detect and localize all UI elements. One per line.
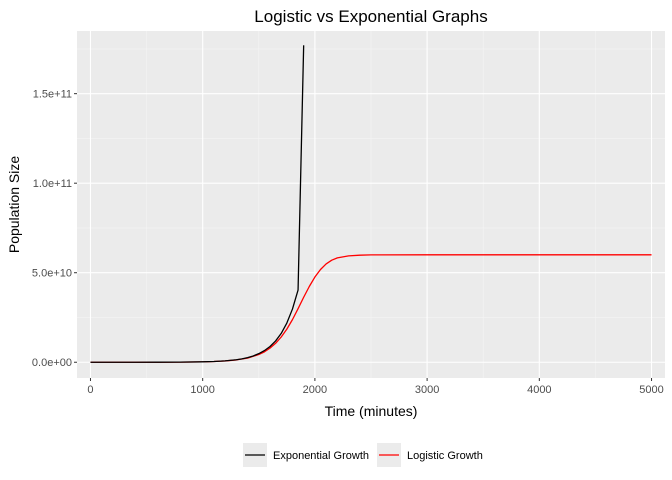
y-axis: 0.0e+00 5.0e+10 1.0e+11 1.5e+11 bbox=[32, 89, 77, 369]
x-tick-label: 0 bbox=[87, 384, 93, 396]
y-axis-title: Population Size bbox=[6, 156, 22, 254]
legend-item-logistic-growth: Logistic Growth bbox=[377, 443, 483, 467]
x-tick-label: 5000 bbox=[639, 384, 663, 396]
y-tick-label: 1.0e+11 bbox=[33, 178, 72, 190]
x-tick-label: 3000 bbox=[415, 384, 439, 396]
series-layer bbox=[90, 45, 652, 363]
x-axis-title: Time (minutes) bbox=[325, 403, 418, 419]
exponential-growth-line bbox=[90, 45, 305, 363]
legend-label: Logistic Growth bbox=[407, 450, 483, 462]
x-axis: 0 1000 2000 3000 4000 5000 bbox=[87, 378, 664, 396]
chart-title: Logistic vs Exponential Graphs bbox=[254, 7, 487, 26]
minor-gridlines bbox=[77, 31, 665, 378]
legend-item-exponential-growth: Exponential Growth bbox=[243, 443, 369, 467]
legend: Exponential Growth Logistic Growth bbox=[243, 443, 483, 467]
y-tick-label: 0.0e+00 bbox=[32, 357, 72, 369]
x-tick-label: 4000 bbox=[527, 384, 551, 396]
x-tick-label: 2000 bbox=[303, 384, 327, 396]
legend-label: Exponential Growth bbox=[273, 450, 369, 462]
y-tick-label: 5.0e+10 bbox=[32, 268, 72, 280]
y-tick-label: 1.5e+11 bbox=[33, 89, 72, 101]
x-tick-label: 1000 bbox=[190, 384, 214, 396]
